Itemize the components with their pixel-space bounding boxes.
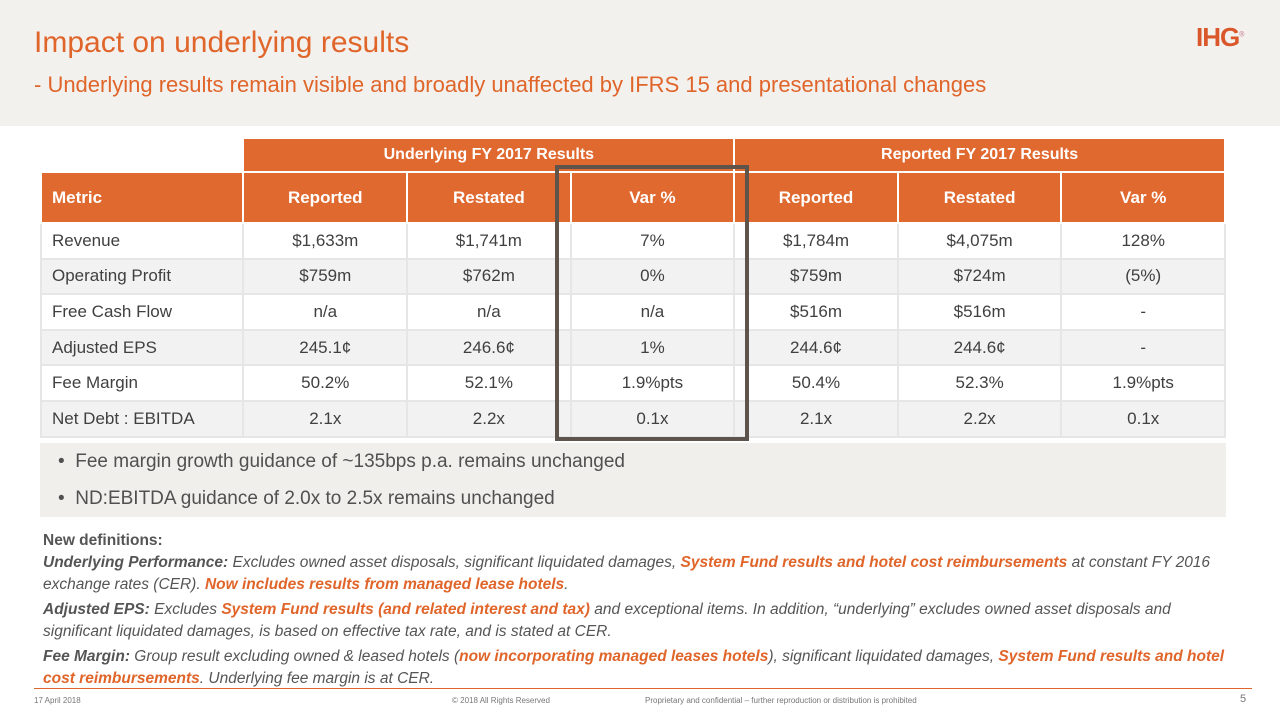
value-cell: 244.6¢	[733, 328, 899, 367]
footer-copyright: © 2018 All Rights Reserved	[452, 696, 550, 705]
footer-confidential: Proprietary and confidential – further r…	[645, 696, 917, 705]
results-table: Underlying FY 2017 Results Reported FY 20…	[39, 137, 1226, 438]
value-cell: $759m	[242, 257, 409, 296]
value-cell: 1%	[569, 328, 736, 367]
value-cell: $1,784m	[733, 222, 899, 260]
value-cell: $516m	[896, 293, 1063, 331]
column-header: Metric	[39, 171, 245, 224]
column-header: Var %	[569, 171, 736, 224]
table-row: Net Debt : EBITDA 2.1x 2.2x 0.1x 2.1x 2.2x 0.1…	[39, 399, 1226, 438]
value-cell: $759m	[733, 257, 899, 296]
metric-cell: Adjusted EPS	[39, 328, 245, 367]
table-row: Adjusted EPS 245.1¢ 246.6¢ 1% 244.6¢ 244.6¢ -	[39, 328, 1226, 367]
value-cell: $1,741m	[406, 222, 572, 260]
value-cell: (5%)	[1060, 257, 1226, 296]
page-number: 5	[1240, 693, 1247, 705]
value-cell: $1,633m	[242, 222, 409, 260]
value-cell: 244.6¢	[896, 328, 1063, 367]
value-cell: 2.1x	[242, 399, 409, 438]
value-cell: 52.3%	[896, 364, 1063, 402]
ihg-logo: IHG®	[1196, 22, 1244, 52]
value-cell: 246.6¢	[406, 328, 572, 367]
bullet-item: • ND:EBITDA guidance of 2.0x to 2.5x rem…	[58, 488, 555, 509]
value-cell: 50.2%	[242, 364, 409, 402]
metric-cell: Free Cash Flow	[39, 293, 245, 331]
page-title: Impact on underlying results	[34, 26, 410, 59]
column-header: Reported	[242, 171, 409, 224]
def-fee-margin: Fee Margin: Group result excluding owned…	[43, 648, 1225, 687]
column-header: Restated	[896, 171, 1063, 224]
value-cell: $762m	[406, 257, 572, 296]
value-cell: 0.1x	[1060, 399, 1226, 438]
value-cell: n/a	[569, 293, 736, 331]
bullet-item: • Fee margin growth guidance of ~135bps …	[58, 451, 625, 472]
value-cell: 1.9%pts	[569, 364, 736, 402]
footer-date: 17 April 2018	[34, 696, 81, 705]
value-cell: -	[1060, 293, 1226, 331]
value-cell: n/a	[406, 293, 572, 331]
table-row: Revenue $1,633m $1,741m 7% $1,784m $4,075m 128…	[39, 222, 1226, 260]
value-cell: -	[1060, 328, 1226, 367]
value-cell: 245.1¢	[242, 328, 409, 367]
guidance-bullets: • Fee margin growth guidance of ~135bps …	[40, 443, 1226, 517]
footer-divider	[34, 688, 1252, 689]
value-cell: 2.2x	[406, 399, 572, 438]
def-eps: Adjusted EPS: Excludes System Fund resul…	[43, 601, 1171, 640]
metric-cell: Operating Profit	[39, 257, 245, 296]
column-header: Reported	[733, 171, 899, 224]
page-subtitle: - Underlying results remain visible and …	[34, 72, 987, 97]
table-row: Operating Profit $759m $762m 0% $759m $724m (5…	[39, 257, 1226, 296]
metric-cell: Fee Margin	[39, 364, 245, 402]
value-cell: 128%	[1060, 222, 1226, 260]
header-band	[0, 0, 1280, 126]
value-cell: 50.4%	[733, 364, 899, 402]
value-cell: n/a	[242, 293, 409, 331]
table-row: Fee Margin 50.2% 52.1% 1.9%pts 50.4% 52.3% 1.9…	[39, 364, 1226, 402]
value-cell: 1.9%pts	[1060, 364, 1226, 402]
definitions-heading: New definitions:	[43, 532, 163, 549]
value-cell: 0.1x	[569, 399, 736, 438]
value-cell: 7%	[569, 222, 736, 260]
metric-cell: Net Debt : EBITDA	[39, 399, 245, 438]
column-header: Var %	[1060, 171, 1226, 224]
value-cell: 0%	[569, 257, 736, 296]
table-row: Free Cash Flow n/a n/a n/a $516m $516m -	[39, 293, 1226, 331]
def-underlying: Underlying Performance: Excludes owned a…	[43, 554, 1211, 593]
column-header: Restated	[406, 171, 572, 224]
value-cell: 2.2x	[896, 399, 1063, 438]
metric-cell: Revenue	[39, 222, 245, 260]
group-reported: Reported FY 2017 Results	[733, 137, 1226, 173]
value-cell: $4,075m	[896, 222, 1063, 260]
value-cell: $516m	[733, 293, 899, 331]
definitions: New definitions: Underlying Performance:…	[43, 530, 1233, 690]
highlight-box	[555, 165, 749, 441]
value-cell: $724m	[896, 257, 1063, 296]
value-cell: 2.1x	[733, 399, 899, 438]
value-cell: 52.1%	[406, 364, 572, 402]
